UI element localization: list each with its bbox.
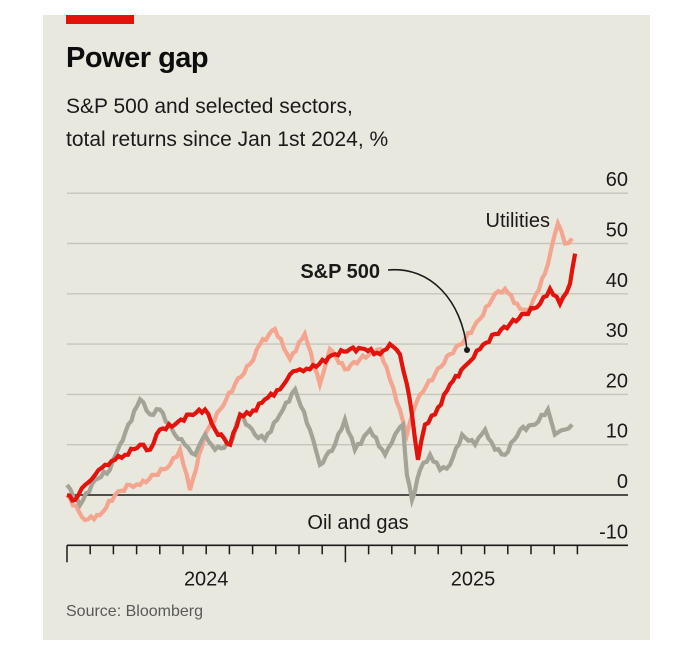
y-tick-label: -10 [599,521,628,543]
chart-subtitle-line2: total returns since Jan 1st 2024, % [66,128,389,151]
series-sp500 [66,253,578,503]
sp500-callout-line [387,268,468,351]
y-tick-label: 10 [606,421,628,443]
label-utilities: Utilities [486,210,550,232]
y-tick-label: 40 [606,270,628,292]
y-axis-tick-labels: 60 50 40 30 20 10 0 -10 [599,169,628,543]
label-sp500: S&P 500 [300,261,380,283]
y-tick-label: 30 [606,320,628,342]
chart-title: Power gap [66,42,209,74]
label-oil-and-gas: Oil and gas [307,512,408,534]
series-layer [65,217,578,523]
series-oil-and-gas [65,385,574,510]
series-sp500-line [66,253,578,503]
chart-panel [43,15,650,640]
chart-subtitle-line1: S&P 500 and selected sectors, [66,95,353,118]
y-tick-label: 50 [606,220,628,242]
x-tick-label: 2024 [184,568,229,590]
y-tick-label: 60 [606,169,628,191]
brand-accent-bar [66,15,134,24]
x-axis: 2024 2025 [66,544,628,590]
sp500-callout-dot [464,347,470,353]
x-tick-label: 2025 [451,568,496,590]
series-utilities [65,217,574,523]
y-tick-label: 0 [617,471,628,493]
y-tick-label: 20 [606,370,628,392]
series-utilities-line [65,217,574,523]
source-note: Source: Bloomberg [66,603,203,620]
annotations: Utilities S&P 500 Oil and gas [300,210,550,534]
